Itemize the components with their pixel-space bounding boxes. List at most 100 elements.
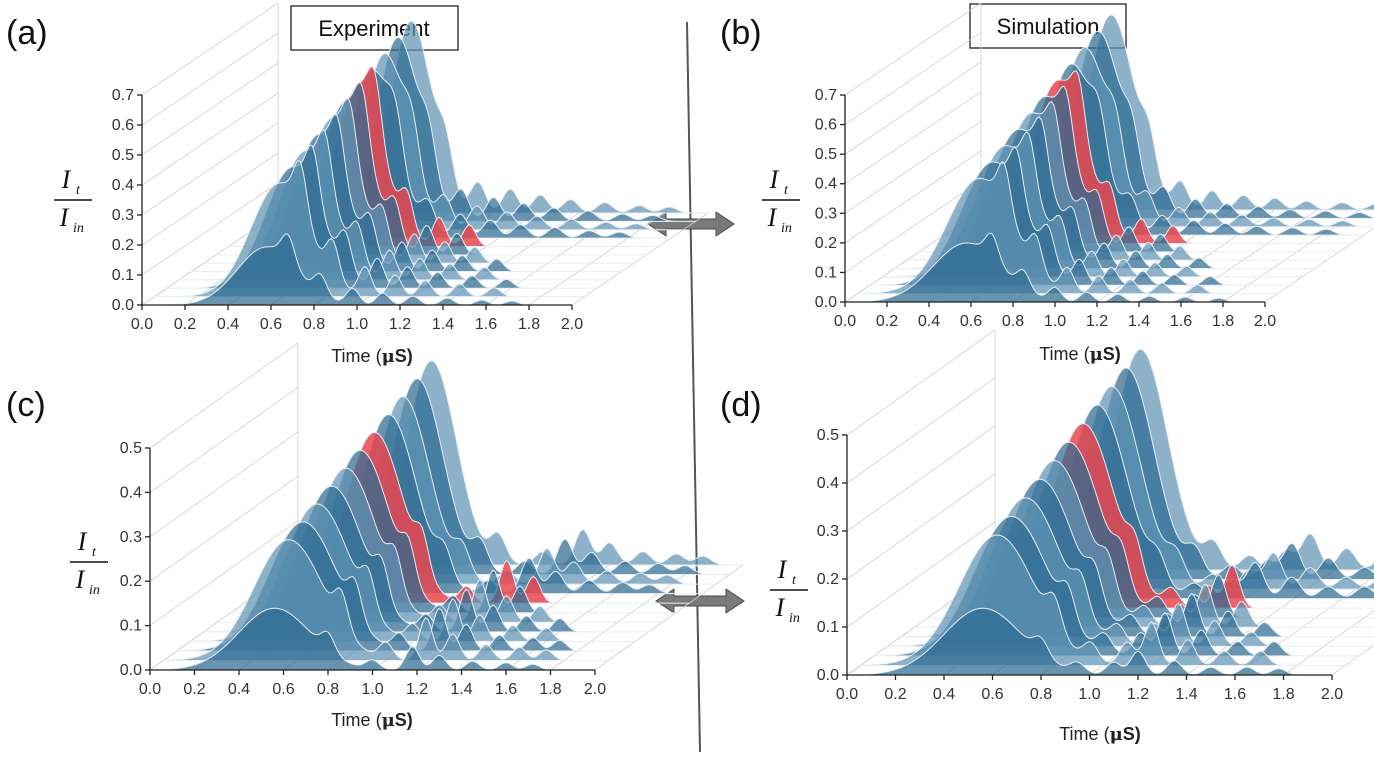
grid-line <box>1331 644 1374 676</box>
y-label-numerator: I <box>77 527 88 556</box>
grid-line <box>141 122 279 216</box>
x-tick-label: 0.8 <box>1002 313 1024 330</box>
y-tick-label: 0.5 <box>112 147 134 164</box>
chart-panel-a: 0.0 0.2 0.4 0.6 0.8 1.0 1.2 1.4 1.6 1.8 2.0 0.0 0.1 0… <box>54 2 709 367</box>
grid-line <box>149 431 299 538</box>
pulse-slice <box>141 233 572 306</box>
y-tick-label: 0.7 <box>815 87 837 104</box>
axes: 0.0 0.2 0.4 0.6 0.8 1.0 1.2 1.4 1.6 1.8 2.0 0.0 0.1 0… <box>815 87 1276 330</box>
y-label-numerator: I <box>61 165 72 194</box>
grid-line <box>141 92 279 186</box>
waterfall-series <box>149 360 743 671</box>
grid-line <box>141 152 279 246</box>
grid-line <box>1264 227 1374 303</box>
x-axis-label-end: S) <box>1123 724 1141 744</box>
y-tick-label: 0.0 <box>815 294 837 311</box>
y-tick-label: 0.2 <box>120 573 142 590</box>
chart-panel-c: 0.0 0.2 0.4 0.6 0.8 1.0 1.2 1.4 1.6 1.8 2.0 0.0 0.1 0… <box>70 342 744 731</box>
grid-line <box>141 62 279 156</box>
y-tick-label: 0.1 <box>817 619 839 636</box>
x-tick-label: 1.6 <box>1170 313 1192 330</box>
chart-panel-b: 0.0 0.2 0.4 0.6 0.8 1.0 1.2 1.4 1.6 1.8 2.0 0.0 0.1 0… <box>762 2 1374 365</box>
pulse-slice <box>846 607 1332 676</box>
grid-line <box>844 91 982 185</box>
y-label-numerator: I <box>777 555 788 584</box>
simulation-title: Simulation <box>997 14 1100 39</box>
x-tick-label: 1.8 <box>1212 313 1234 330</box>
experiment-title-box <box>290 5 459 51</box>
x-tick-label: 0.6 <box>981 686 1003 703</box>
x-tick-label: 1.2 <box>406 681 428 698</box>
grid-line <box>846 521 996 628</box>
grid-line <box>1283 610 1374 676</box>
x-tick-label: 1.4 <box>450 681 472 698</box>
axes: 0.0 0.2 0.4 0.6 0.8 1.0 1.2 1.4 1.6 1.8 2.0 0.0 0.1 0… <box>817 427 1343 703</box>
x-tick-label: 1.4 <box>1128 313 1150 330</box>
x-tick-label: 0.0 <box>834 313 856 330</box>
y-tick-label: 0.0 <box>112 297 134 314</box>
grid-line <box>846 425 996 532</box>
x-axis-label-unit: μ <box>1090 344 1103 365</box>
x-tick-label: 1.2 <box>389 316 411 333</box>
grid-line <box>846 473 996 580</box>
x-tick-label: 0.8 <box>303 316 325 333</box>
x-tick-label: 2.0 <box>1321 686 1343 703</box>
x-tick-label: 1.2 <box>1086 313 1108 330</box>
y-tick-label: 0.3 <box>815 205 837 222</box>
y-tick-label: 0.0 <box>120 662 142 679</box>
y-tick-label: 0.2 <box>817 571 839 588</box>
divider-line <box>686 21 701 753</box>
y-tick-label: 0.0 <box>817 667 839 684</box>
x-tick-label: 2.0 <box>1254 313 1276 330</box>
x-tick-label: 1.6 <box>475 316 497 333</box>
y-tick-label: 0.3 <box>817 523 839 540</box>
panel-label-d: (d) <box>720 386 762 424</box>
x-axis-label-unit: μ <box>382 346 395 367</box>
grid-line <box>141 2 279 96</box>
panel-label-a: (a) <box>6 14 48 52</box>
panel-label-c: (c) <box>6 386 46 424</box>
waterfall-series <box>844 14 1374 303</box>
x-tick-label: 0.4 <box>217 316 239 333</box>
y-label-numerator-sub: t <box>784 183 789 198</box>
axes: 0.0 0.2 0.4 0.6 0.8 1.0 1.2 1.4 1.6 1.8 2.0 0.0 0.1 0… <box>112 87 583 333</box>
y-tick-label: 0.1 <box>112 267 134 284</box>
y-tick-label: 0.1 <box>815 264 837 281</box>
x-tick-label: 0.0 <box>131 316 153 333</box>
x-axis-label: Time (μS) <box>331 710 413 731</box>
x-tick-label: 0.4 <box>918 313 940 330</box>
x-tick-label: 0.0 <box>836 686 858 703</box>
y-label-numerator-sub: t <box>92 545 97 560</box>
y-tick-label: 0.3 <box>120 529 142 546</box>
x-axis-label-text: Time ( <box>1039 344 1089 364</box>
y-tick-label: 0.4 <box>815 176 837 193</box>
y-label-denominator-sub: in <box>89 583 100 598</box>
x-axis-label-text: Time ( <box>1059 724 1109 744</box>
y-tick-label: 0.2 <box>112 237 134 254</box>
waterfall-series <box>846 348 1374 676</box>
grid-line <box>141 32 279 126</box>
panel-label-b: (b) <box>720 14 762 52</box>
y-label-numerator-sub: t <box>76 183 81 198</box>
x-tick-label: 2.0 <box>561 316 583 333</box>
x-tick-label: 0.6 <box>272 681 294 698</box>
double-arrow-top <box>647 211 735 237</box>
y-tick-label: 0.5 <box>120 440 142 457</box>
x-axis-label-unit: μ <box>382 710 395 731</box>
grid-line <box>149 387 299 493</box>
grid-line <box>571 212 709 306</box>
grid-line <box>846 377 996 484</box>
double-arrow-bottom <box>655 588 745 614</box>
y-tick-label: 0.4 <box>120 484 142 501</box>
y-tick-label: 0.1 <box>120 618 142 635</box>
x-tick-label: 0.4 <box>228 681 250 698</box>
x-axis-label: Time (μS) <box>331 346 413 367</box>
y-label-numerator-sub: t <box>792 573 797 588</box>
y-tick-label: 0.7 <box>112 87 134 104</box>
x-tick-label: 1.8 <box>518 316 540 333</box>
grid-line <box>844 61 982 155</box>
x-tick-label: 1.8 <box>1272 686 1294 703</box>
